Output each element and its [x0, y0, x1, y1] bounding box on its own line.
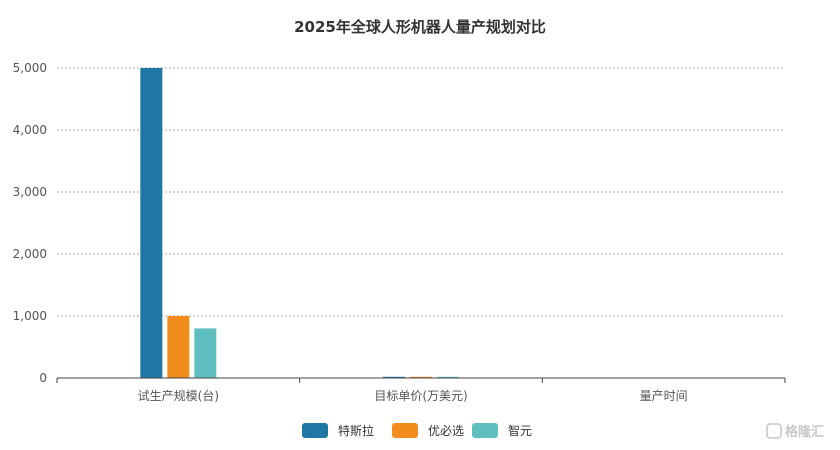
bar [194, 328, 217, 378]
y-tick-label: 2,000 [13, 247, 47, 261]
bars [140, 68, 459, 378]
legend-label: 特斯拉 [338, 423, 374, 438]
grid-lines [57, 67, 785, 317]
x-category-label: 试生产规模(台) [138, 388, 219, 403]
watermark: 格隆汇 [766, 423, 824, 440]
category-labels: 试生产规模(台) 目标单价(万美元) 量产时间 [138, 388, 688, 403]
y-tick-label: 3,000 [13, 185, 47, 199]
y-tick-label: 5,000 [13, 61, 47, 75]
bar [383, 376, 405, 378]
legend-swatch [392, 423, 418, 438]
legend: 特斯拉 优必选 智元 [302, 423, 532, 438]
y-axis-ticks: 0 1,000 2,000 3,000 4,000 5,000 [13, 61, 47, 385]
bar [410, 376, 432, 378]
chart-title: 2025年全球人形机器人量产规划对比 [294, 18, 546, 36]
bar [437, 376, 459, 378]
bar [167, 316, 190, 378]
x-category-label: 目标单价(万美元) [374, 389, 467, 403]
y-tick-label: 1,000 [13, 309, 47, 323]
legend-swatch [302, 423, 328, 438]
gelonghui-logo-icon [766, 423, 782, 439]
x-category-label: 量产时间 [640, 389, 688, 403]
y-tick-label: 0 [39, 371, 47, 385]
y-tick-label: 4,000 [13, 123, 47, 137]
legend-label: 优必选 [428, 424, 464, 438]
x-axis [56, 377, 786, 383]
legend-label: 智元 [508, 423, 532, 438]
watermark-text: 格隆汇 [785, 424, 824, 440]
legend-swatch [472, 423, 498, 438]
bar [140, 68, 163, 378]
